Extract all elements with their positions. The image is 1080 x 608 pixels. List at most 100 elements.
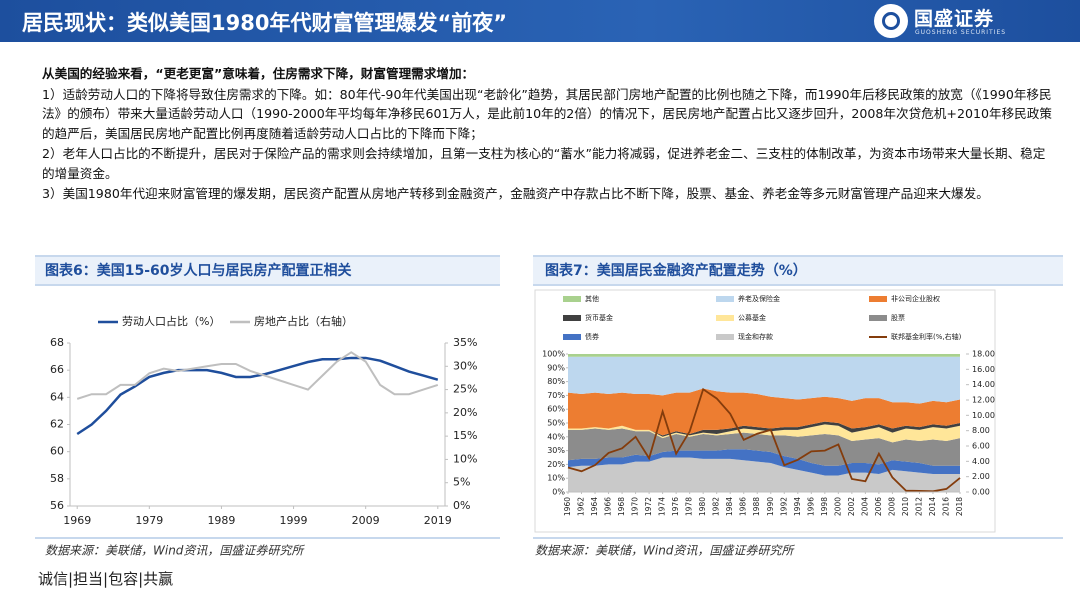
legend-swatch [869,315,887,321]
title-band [35,257,500,284]
legend-label: 公募基金 [738,313,766,322]
y-tick-label: 30% [547,446,565,455]
y2-tick-label: 15% [453,429,477,442]
y-tick-label: 66 [50,363,64,376]
x-tick-label: 1970 [631,497,640,516]
y-tick-label: 64 [50,390,64,403]
legend-swatch [563,296,581,302]
legend-label: 现金和存款 [738,332,773,341]
x-tick-label: 1994 [793,497,802,516]
y2-tick-label: 10.00 [972,411,995,420]
x-tick-label: 1966 [604,497,613,516]
plot-frame [534,289,996,533]
y-tick-label: 100% [542,350,565,359]
stacked-area [568,356,960,404]
y2-tick-label: 14.00 [972,380,995,389]
chart-source: 数据来源：美联储，Wind资讯，国盛证券研究所 [535,544,795,558]
x-tick-label: 1972 [644,497,653,516]
x-tick-label: 1982 [712,497,721,516]
x-tick-label: 1990 [766,497,775,516]
y-tick-label: 56 [50,499,64,512]
y-tick-label: 20% [547,460,565,469]
y2-tick-label: 25% [453,383,477,396]
title-band [533,257,1063,284]
y2-tick-label: 30% [453,359,477,372]
y2-tick-label: 2.00 [972,472,990,481]
stacked-area [568,421,960,437]
y-tick-label: 60% [547,405,565,414]
x-tick-label: 2012 [914,497,923,516]
x-tick-label: 1969 [63,514,91,527]
y-tick-label: 10% [547,474,565,483]
stacked-area [568,457,960,492]
logo-ring [882,12,900,30]
legend-swatch [716,296,734,302]
legend-label: 债券 [585,332,599,341]
y2-tick-label: 35% [453,336,477,349]
y2-tick-label: 16.00 [972,365,995,374]
x-tick-label: 2019 [424,514,452,527]
intro-text: 从美国的经验来看，“更老更富”意味着，住房需求下降，财富管理需求增加： 1）适龄… [42,64,1057,205]
x-tick-label: 2014 [928,497,937,516]
x-tick-label: 1986 [739,497,748,516]
legend-label: 非公司企业股权 [891,294,940,303]
y-tick-label: 60 [50,445,64,458]
x-tick-label: 1999 [280,514,308,527]
footer-motto: 诚信|担当|包容|共赢 [38,570,174,588]
x-tick-label: 1988 [752,497,761,516]
x-tick-label: 1996 [806,497,815,516]
logo-subtitle: GUOSHENG SECURITIES [915,29,1007,36]
legend-label: 养老及保险金 [738,294,780,303]
x-tick-label: 2018 [955,497,964,516]
y2-tick-label: 8.00 [972,426,990,435]
intro-paragraph: 3）美国1980年代迎来财富管理的爆发期，居民资产配置从房地产转移到金融资产，金… [42,186,989,201]
intro-paragraph: 2）老年人口占比的不断提升，居民对于保险产品的需求则会持续增加，且第一支柱为核心… [42,146,1046,181]
intro-lead: 从美国的经验来看，“更老更富”意味着，住房需求下降，财富管理需求增加： [42,66,475,81]
legend-label: 劳动人口占比（%） [122,314,220,328]
x-tick-label: 1964 [590,497,599,516]
y2-tick-label: 4.00 [972,457,990,466]
y2-tick-label: 10% [453,452,477,465]
x-tick-label: 1974 [658,497,667,516]
chart-title: 图表7：美国居民金融资产配置走势（%） [545,262,807,279]
legend-swatch [563,334,581,340]
y2-tick-label: 18.00 [972,350,995,359]
y-tick-label: 62 [50,418,64,431]
y-tick-label: 0% [552,488,565,497]
x-tick-label: 2008 [887,497,896,516]
x-tick-label: 1992 [779,497,788,516]
y-tick-label: 50% [547,419,565,428]
x-tick-label: 2009 [352,514,380,527]
legend-label: 股票 [891,314,905,322]
y2-tick-label: 5% [453,476,470,489]
x-tick-label: 2002 [847,497,856,516]
legend-swatch [716,315,734,321]
legend-label: 房地产占比（右轴） [254,314,353,328]
intro-paragraph: 1）适龄劳动人口的下降将导致住房需求的下降。如：80年代-90年代美国出现“老龄… [42,86,1052,141]
y-tick-label: 58 [50,472,64,485]
legend-swatch [869,296,887,302]
legend-label: 其他 [585,294,599,303]
y2-tick-label: 6.00 [972,442,990,451]
stacked-area [568,354,960,357]
logo-emblem [874,4,908,38]
x-tick-label: 2010 [901,497,910,516]
y-tick-label: 70% [547,391,565,400]
logo-name: 国盛证券 [914,8,995,30]
slide-title: 居民现状：类似美国1980年代财富管理爆发“前夜” [22,11,508,35]
series-line [567,387,961,493]
x-tick-label: 1960 [563,497,572,516]
y2-tick-label: 0% [453,499,470,512]
stacked-area [568,428,960,466]
y2-tick-label: 0.00 [972,488,990,497]
legend-swatch [563,315,581,321]
series-line [76,351,439,400]
x-tick-label: 1984 [725,497,734,516]
x-tick-label: 1989 [207,514,235,527]
y-tick-label: 68 [50,336,64,349]
x-tick-label: 2000 [833,497,842,516]
legend-label: 货币基金 [585,313,613,322]
y-tick-label: 40% [547,432,565,441]
x-tick-label: 2016 [941,497,950,516]
